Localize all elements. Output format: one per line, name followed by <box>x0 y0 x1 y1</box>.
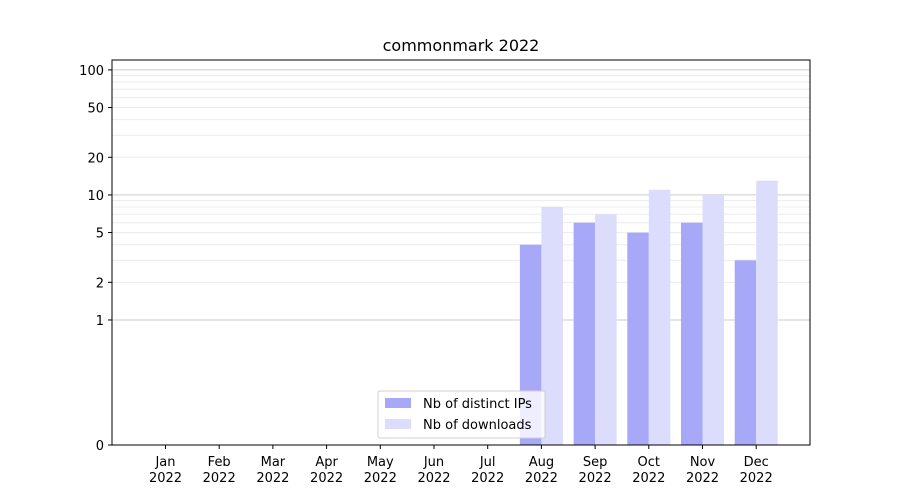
x-tick-label-year: 2022 <box>579 471 612 486</box>
y-tick-label: 0 <box>96 439 104 454</box>
x-tick-label-year: 2022 <box>471 471 504 486</box>
legend-label-distinct-ips: Nb of distinct IPs <box>423 397 532 412</box>
bar-distinct-ips <box>681 222 703 445</box>
bar-downloads <box>541 207 563 445</box>
y-tick-label: 20 <box>87 151 104 166</box>
grid <box>112 69 810 321</box>
y-tick-label: 10 <box>87 189 104 204</box>
x-tick-label-year: 2022 <box>740 471 773 486</box>
y-tick-label: 2 <box>96 276 104 291</box>
x-tick-label-month: Aug <box>529 455 554 470</box>
bar-downloads <box>595 214 617 445</box>
legend: Nb of distinct IPs Nb of downloads <box>377 390 546 439</box>
x-tick-label-year: 2022 <box>686 471 719 486</box>
x-tick-label-year: 2022 <box>364 471 397 486</box>
x-tick-label-month: Jun <box>423 455 444 470</box>
bars <box>519 180 778 445</box>
y-tick-label: 1 <box>96 314 104 329</box>
bar-downloads <box>756 180 778 445</box>
y-tick-label: 100 <box>79 64 104 79</box>
legend-swatch-distinct-ips <box>385 398 411 408</box>
x-tick-label-year: 2022 <box>256 471 289 486</box>
x-tick-label-year: 2022 <box>149 471 182 486</box>
y-tick-label: 50 <box>87 102 104 117</box>
bar-distinct-ips <box>627 232 649 445</box>
x-tick-label-year: 2022 <box>417 471 450 486</box>
x-tick-label-month: Nov <box>690 455 716 470</box>
x-tick-label-month: Dec <box>744 455 769 470</box>
x-tick-label-month: Sep <box>583 455 608 470</box>
y-axis: 0 1 2 5 10 20 50 100 <box>79 64 112 454</box>
legend-box <box>377 390 546 439</box>
bar-distinct-ips <box>734 260 757 445</box>
bar-downloads <box>702 194 724 445</box>
x-tick-label-month: Jan <box>154 455 175 470</box>
x-tick-label-month: May <box>367 455 394 470</box>
x-tick-label-year: 2022 <box>632 471 665 486</box>
x-tick-label-year: 2022 <box>525 471 558 486</box>
x-tick-label-month: Feb <box>208 455 231 470</box>
x-tick-label-month: Oct <box>638 455 660 470</box>
x-axis: Jan2022Feb2022Mar2022Apr2022May2022Jun20… <box>149 445 773 486</box>
y-tick-label: 5 <box>96 227 104 242</box>
plot-frame <box>111 59 811 446</box>
x-tick-label-year: 2022 <box>310 471 343 486</box>
legend-swatch-downloads <box>385 419 411 429</box>
x-tick-label-month: Jul <box>479 455 496 470</box>
x-tick-label-year: 2022 <box>203 471 236 486</box>
x-tick-label-month: Apr <box>315 455 338 470</box>
bar-distinct-ips <box>573 222 596 445</box>
bar-downloads <box>648 189 671 445</box>
x-tick-label-month: Mar <box>261 455 286 470</box>
legend-label-downloads: Nb of downloads <box>423 418 532 433</box>
chart-title: commonmark 2022 <box>383 36 540 55</box>
